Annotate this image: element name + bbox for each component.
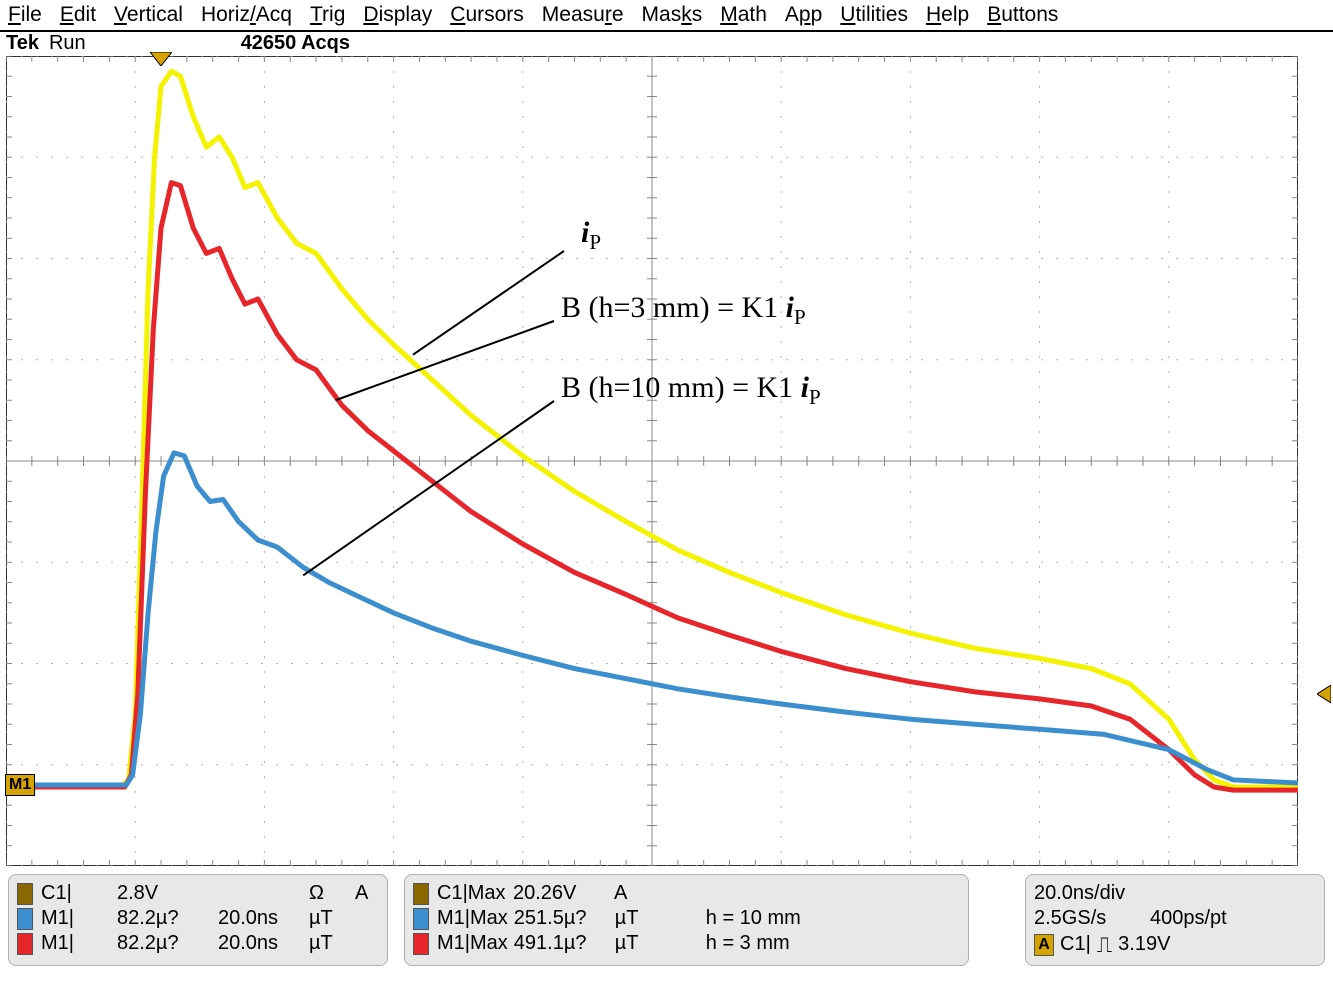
- readout-row: M1|82.2µ?20.0nsµT: [17, 906, 377, 931]
- menu-measure[interactable]: Measure: [542, 3, 624, 27]
- trigger-marker-icon: [150, 52, 172, 71]
- annotation-ip: iP: [581, 216, 601, 255]
- menu-display[interactable]: Display: [363, 3, 432, 27]
- menu-app[interactable]: App: [785, 3, 822, 27]
- readout-row: M1|Max251.5µ?µTh = 10 mm: [413, 906, 958, 931]
- run-mode: Run: [49, 32, 86, 55]
- acq-count: 42650 Acqs: [241, 32, 350, 55]
- menu-help[interactable]: Help: [926, 3, 969, 27]
- readout-panels: C1|2.8VΩAM1|82.2µ?20.0nsµTM1|82.2µ?20.0n…: [0, 866, 1333, 966]
- menu-horizacq[interactable]: Horiz/Acq: [201, 3, 292, 27]
- annotation-b10: B (h=10 mm) = K1 iP: [561, 371, 821, 410]
- menu-buttons[interactable]: Buttons: [987, 3, 1058, 27]
- timebase-panel: 20.0ns/div2.5GS/s400ps/ptAC1|⎍3.19V: [1025, 874, 1325, 966]
- oscilloscope-plot: [6, 56, 1298, 866]
- status-bar: Tek Run 42650 Acqs: [0, 32, 1333, 56]
- channel-scale-panel: C1|2.8VΩAM1|82.2µ?20.0nsµTM1|82.2µ?20.0n…: [8, 874, 388, 966]
- timebase-line: 20.0ns/div: [1034, 881, 1314, 906]
- trigger-line: AC1|⎍3.19V: [1034, 931, 1314, 959]
- menu-bar: File Edit Vertical Horiz/Acq Trig Display Curs…: [0, 0, 1333, 32]
- measurement-panel: C1|Max20.26VAM1|Max251.5µ?µTh = 10 mmM1|…: [404, 874, 969, 966]
- annotation-b3: B (h=3 mm) = K1 iP: [561, 291, 806, 330]
- readout-row: C1|2.8VΩA: [17, 881, 377, 906]
- menu-file[interactable]: File: [8, 3, 42, 27]
- right-ref-marker-icon: [1317, 685, 1331, 708]
- menu-trig[interactable]: Trig: [310, 3, 345, 27]
- m1-channel-tag: M1: [5, 774, 35, 796]
- menu-vertical[interactable]: Vertical: [114, 3, 183, 27]
- menu-cursors[interactable]: Cursors: [450, 3, 524, 27]
- menu-math[interactable]: Math: [720, 3, 767, 27]
- readout-row: M1|Max491.1µ?µTh = 3 mm: [413, 931, 958, 956]
- menu-edit[interactable]: Edit: [60, 3, 96, 27]
- menu-masks[interactable]: Masks: [642, 3, 703, 27]
- brand-label: Tek: [6, 32, 39, 55]
- readout-row: M1|82.2µ?20.0nsµT: [17, 931, 377, 956]
- samplerate-line: 2.5GS/s400ps/pt: [1034, 906, 1314, 931]
- readout-row: C1|Max20.26VA: [413, 881, 958, 906]
- menu-utilities[interactable]: Utilities: [840, 3, 908, 27]
- waveform-display: M1 iP B (h=3 mm) = K1 iP B (h=10 mm) = K…: [6, 56, 1327, 866]
